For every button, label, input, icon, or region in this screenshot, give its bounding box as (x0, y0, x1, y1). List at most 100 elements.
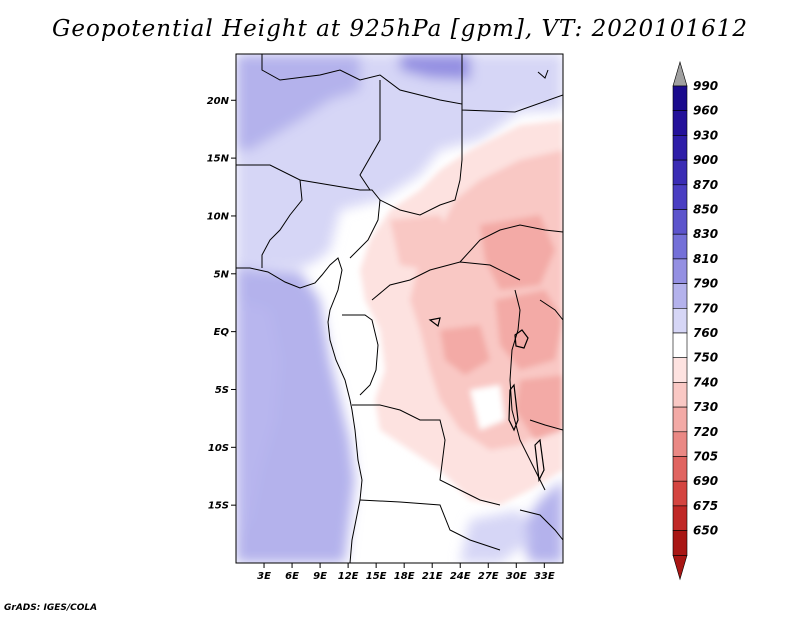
colorbar-label: 675 (693, 499, 718, 513)
longitude-axis: 3E 6E 9E 12E 15E 18E 21E 24E 27E 30E 33E (257, 563, 555, 582)
colorbar-label: 960 (693, 104, 718, 118)
colorbar-swatch (672, 382, 688, 408)
border-tanzania (529, 419, 563, 431)
colorbar-label: 770 (693, 301, 718, 315)
river-segment (428, 317, 441, 328)
border-sahel (236, 164, 381, 259)
colorbar-swatch (672, 332, 688, 359)
lat-tick-label: 20N (207, 96, 230, 107)
lon-tick-label: 27E (478, 571, 499, 582)
border-rift-valley (509, 289, 546, 491)
field-730-south (515, 375, 563, 440)
sinai-outline (537, 69, 549, 79)
colorbar-label: 750 (693, 351, 718, 365)
lat-tick-label: 10S (208, 443, 229, 454)
colorbar-label: 900 (693, 153, 718, 167)
software-credit: GrADS: IGES/COLA (4, 603, 98, 613)
colorbar-swatch (672, 159, 688, 186)
lon-tick-label: 24E (450, 571, 471, 582)
border-south-sudan (459, 224, 563, 263)
field-730-north (480, 215, 555, 290)
lat-tick-label: 10N (207, 211, 230, 222)
colorbar-label: 810 (693, 252, 718, 266)
colorbar: 990 960 930 900 870 850 830 810 790 770 760 750 740 7… (672, 60, 718, 581)
lake-malawi (534, 438, 545, 483)
colorbar-swatch (672, 456, 688, 482)
lake-victoria (514, 329, 529, 349)
colorbar-bottom-arrow (672, 554, 688, 581)
lon-tick-label: 9E (313, 571, 327, 582)
lon-tick-label: 18E (394, 571, 415, 582)
colorbar-swatch (672, 135, 688, 161)
colorbar-swatch (672, 209, 688, 235)
field-770-south (460, 510, 530, 563)
colorbar-label: 830 (693, 227, 718, 241)
border-mozambique (519, 509, 563, 541)
plot-title: Geopotential Height at 925hPa [gpm], VT:… (52, 16, 748, 42)
lon-tick-label: 33E (534, 571, 555, 582)
border-egypt-sudan (461, 54, 563, 113)
colorbar-swatch (672, 85, 688, 112)
colorbar-swatch (672, 431, 688, 457)
border-angola-drc (352, 404, 501, 506)
field-790-southeast (520, 480, 563, 563)
lat-tick-label: 15N (207, 154, 230, 165)
latitude-axis: 20N 15N 10N 5N EQ 5S 10S 15S (207, 96, 236, 512)
colorbar-label: 870 (693, 178, 718, 192)
colorbar-swatch (672, 357, 688, 383)
colorbar-swatch (672, 505, 688, 531)
colorbar-swatch (672, 406, 688, 433)
colorbar-swatch (672, 307, 688, 334)
colorbar-swatch (672, 184, 688, 210)
lat-tick-label: EQ (214, 327, 230, 338)
border-sahara-north (261, 54, 463, 110)
field-810-top (400, 54, 470, 80)
colorbar-label: 730 (693, 400, 718, 414)
field-790-west (236, 300, 280, 540)
lakes (428, 317, 545, 483)
lon-tick-label: 21E (422, 571, 443, 582)
lat-tick-label: 15S (208, 501, 229, 512)
border-congo (342, 314, 379, 396)
map-frame (235, 53, 564, 564)
field-740-west (390, 215, 455, 270)
colorbar-swatch (672, 283, 688, 309)
field-shading (236, 54, 563, 563)
colorbar-label: 790 (693, 277, 718, 291)
border-angola-zambia (359, 499, 501, 551)
colorbar-swatch (672, 530, 688, 556)
colorbar-label: 760 (693, 326, 718, 340)
colorbar-swatch (672, 480, 688, 507)
coastlines-borders (236, 54, 563, 563)
colorbar-label: 705 (693, 450, 718, 464)
field-760-pocket (470, 385, 505, 430)
lon-tick-label: 30E (506, 571, 527, 582)
lon-tick-label: 3E (257, 571, 271, 582)
border-chad-sudan (379, 110, 463, 216)
field-790-northwest (236, 54, 360, 150)
colorbar-label: 740 (693, 375, 718, 389)
colorbar-swatch (672, 110, 688, 136)
colorbar-swatch (672, 258, 688, 284)
border-nigeria (261, 179, 303, 268)
lon-tick-label: 12E (338, 571, 359, 582)
colorbar-label: 650 (693, 524, 718, 538)
lat-tick-label: 5S (215, 385, 229, 396)
field-730-center (440, 325, 490, 375)
colorbar-label: 690 (693, 474, 718, 488)
lat-tick-label: 5N (214, 269, 230, 280)
colorbar-label: 990 (693, 79, 718, 93)
border-car-drc (371, 261, 521, 301)
colorbar-label: 720 (693, 425, 718, 439)
lon-tick-label: 6E (285, 571, 299, 582)
border-uganda (539, 299, 563, 321)
border-niger-chad (359, 80, 381, 191)
colorbar-top-arrow (672, 60, 688, 87)
height-field (236, 54, 563, 563)
lake-tanganyika (508, 383, 519, 432)
lon-tick-label: 15E (366, 571, 387, 582)
atlantic-coastline (236, 257, 363, 563)
colorbar-label: 930 (693, 128, 718, 142)
colorbar-label: 850 (693, 203, 718, 217)
